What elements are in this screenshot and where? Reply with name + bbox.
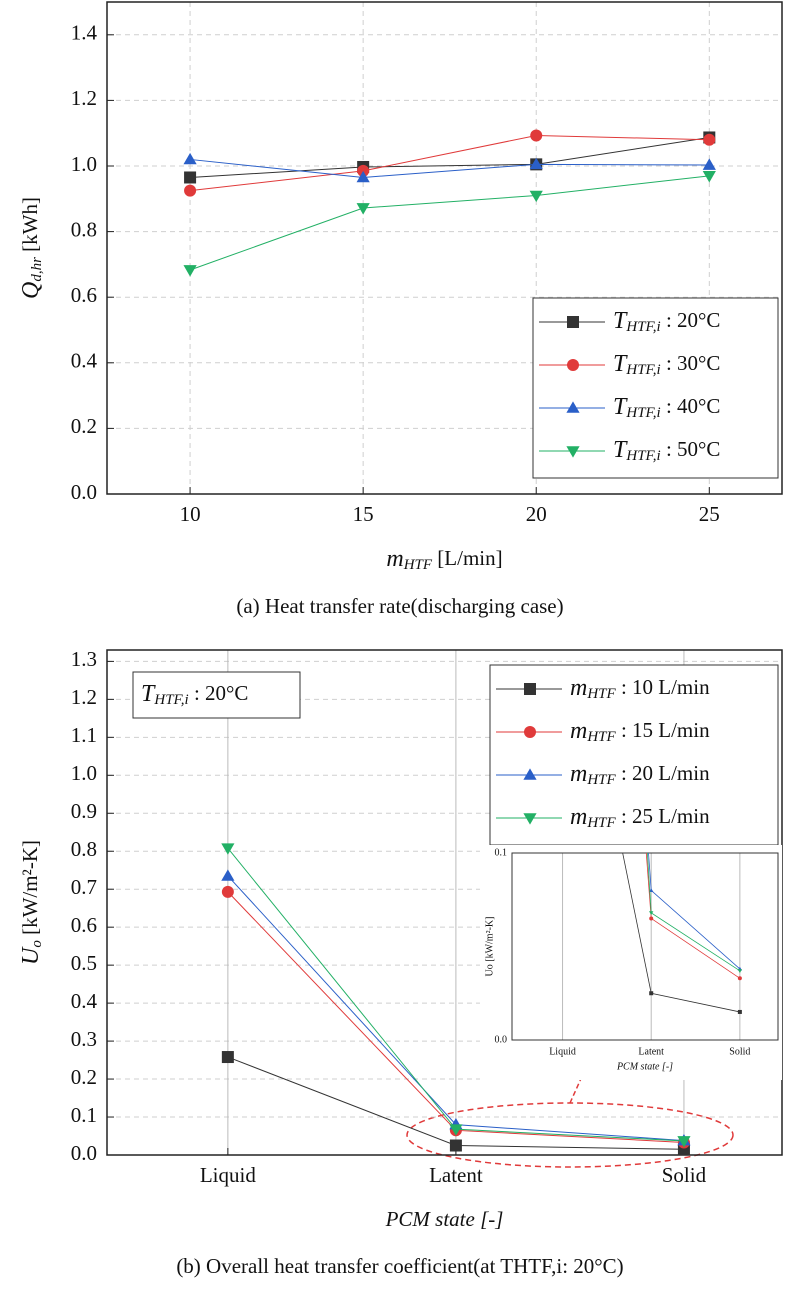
- annotation-box: [132, 671, 301, 719]
- marker: [184, 184, 197, 197]
- y-tick-label: 0.2: [71, 414, 97, 438]
- legend-label: THTF,i : 30°C: [613, 351, 720, 379]
- marker: [567, 359, 579, 371]
- marker: [449, 1124, 463, 1136]
- series-line: [190, 158, 710, 178]
- y-tick-label: 0.6: [71, 913, 97, 937]
- marker: [561, 556, 565, 560]
- inset-x-axis-title: PCM state [-]: [616, 1061, 673, 1072]
- x-tick-label: Latent: [429, 1163, 483, 1187]
- inset-x-tick-label: Solid: [729, 1046, 750, 1057]
- y-tick-label: 1.2: [71, 685, 97, 709]
- y-tick-label: 0.7: [71, 875, 97, 899]
- inset-x-tick-label: Latent: [638, 1046, 664, 1057]
- y-tick-label: 1.4: [71, 21, 98, 45]
- inset-background: [480, 845, 782, 1080]
- marker: [677, 1136, 691, 1148]
- y-tick-label: 1.3: [71, 647, 97, 671]
- legend-label: mHTF : 25 L/min: [570, 804, 710, 832]
- y-tick-label: 1.1: [71, 723, 97, 747]
- inset-y-tick-label: 0.0: [495, 1034, 508, 1045]
- series-line: [189, 175, 710, 271]
- y-tick-label: 0.1: [71, 1103, 97, 1127]
- y-tick-label: 1.0: [71, 152, 97, 176]
- y-tick-label: 0.8: [71, 217, 97, 241]
- inset-frame: [511, 852, 779, 1041]
- inset-y-axis-title: Uo [kW/m²-K]: [484, 917, 495, 977]
- y-tick-label: 0.0: [71, 480, 97, 504]
- y-tick-label: 0.4: [71, 349, 98, 373]
- legend-label: mHTF : 20 L/min: [570, 761, 710, 789]
- y-axis-title: Qd,hr [kWh]: [18, 197, 46, 299]
- marker: [221, 885, 234, 898]
- x-axis-title: PCM state [-]: [385, 1207, 504, 1231]
- marker: [649, 991, 654, 996]
- marker: [523, 813, 537, 825]
- series-line: [190, 136, 710, 178]
- caption: (a) Heat transfer rate(discharging case): [236, 594, 563, 618]
- marker: [524, 683, 536, 695]
- legend-label: mHTF : 15 L/min: [570, 718, 710, 746]
- marker: [356, 170, 370, 183]
- y-tick-label: 1.0: [71, 761, 97, 785]
- marker: [737, 969, 743, 974]
- marker: [221, 869, 235, 881]
- plot-frame: [106, 1, 783, 495]
- legend-label: THTF,i : 40°C: [613, 394, 720, 422]
- annotation: THTF,i : 20°C: [141, 681, 248, 709]
- x-tick-label: 10: [180, 502, 201, 526]
- marker: [703, 133, 716, 146]
- legend-label: mHTF : 10 L/min: [570, 675, 710, 703]
- y-tick-label: 0.5: [71, 951, 97, 975]
- legend-box: [489, 664, 779, 846]
- y-tick-label: 0.2: [71, 1065, 97, 1089]
- marker: [529, 190, 543, 203]
- y-tick-label: 0.8: [71, 837, 97, 861]
- x-tick-label: 25: [699, 502, 720, 526]
- marker: [183, 265, 197, 277]
- x-tick-label: 20: [526, 502, 547, 526]
- marker: [221, 1051, 234, 1064]
- marker: [566, 446, 580, 458]
- marker: [737, 976, 742, 981]
- x-axis-title: mHTF [L/min]: [386, 546, 502, 574]
- x-tick-label: 15: [353, 502, 374, 526]
- marker: [649, 916, 654, 921]
- marker: [649, 911, 654, 916]
- series-line: [190, 134, 710, 192]
- marker: [524, 726, 536, 738]
- inset-y-tick-label: 0.1: [495, 847, 508, 858]
- y-tick-label: 0.9: [71, 799, 97, 823]
- x-tick-label: Liquid: [200, 1163, 256, 1187]
- marker: [449, 1139, 462, 1152]
- marker: [567, 316, 579, 328]
- y-tick-label: 0.0: [71, 1141, 97, 1165]
- marker: [221, 843, 235, 855]
- marker: [523, 768, 537, 780]
- inset-plot: [561, 556, 743, 1014]
- marker: [737, 1009, 742, 1014]
- legend-label: THTF,i : 20°C: [613, 308, 720, 336]
- caption: (b) Overall heat transfer coefficient(at…: [176, 1254, 623, 1278]
- y-axis-title: Uo [kW/m²-K]: [18, 840, 46, 965]
- inset-x-tick-label: Liquid: [549, 1046, 576, 1057]
- y-tick-label: 0.4: [71, 989, 98, 1013]
- marker: [184, 171, 197, 184]
- legend-label: THTF,i : 50°C: [613, 437, 720, 465]
- marker: [530, 129, 543, 142]
- marker: [702, 171, 716, 183]
- marker: [566, 401, 580, 413]
- y-tick-label: 0.6: [71, 283, 97, 307]
- marker: [356, 203, 370, 215]
- y-tick-label: 1.2: [71, 86, 97, 110]
- y-tick-label: 0.3: [71, 1027, 97, 1051]
- marker: [529, 157, 543, 170]
- marker: [183, 152, 197, 165]
- marker: [702, 158, 716, 170]
- x-tick-label: Solid: [662, 1163, 707, 1187]
